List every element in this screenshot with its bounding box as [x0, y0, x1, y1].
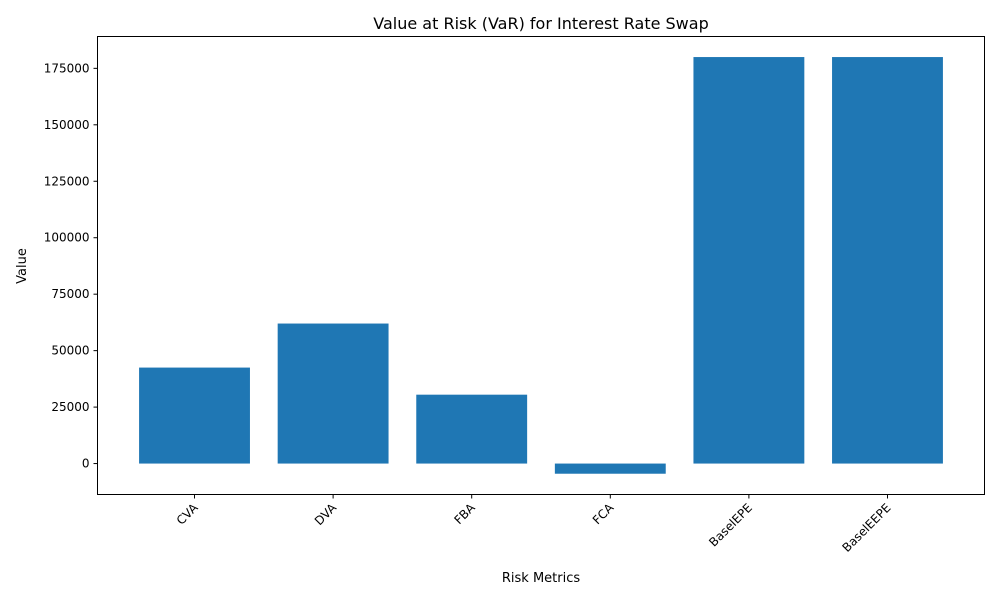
y-tick-label: 50000: [51, 344, 89, 358]
bar-baselepe: [693, 57, 805, 464]
y-axis: 0 25000 50000 75000 100000 125000 150000 175000: [44, 61, 98, 471]
y-axis-label: Value: [15, 248, 30, 284]
y-tick-label: 150000: [44, 118, 90, 132]
x-tick-label: FBA: [451, 500, 478, 527]
bar-fca: [554, 463, 666, 474]
y-tick-label: 25000: [51, 400, 89, 414]
y-tick-label: 125000: [44, 174, 90, 188]
x-tick-label: FCA: [590, 500, 617, 527]
x-tick-label: BaselEPE: [706, 501, 755, 550]
x-tick-label: DVA: [312, 500, 340, 528]
bar-dva: [277, 323, 389, 464]
y-tick-label: 0: [82, 457, 90, 471]
y-tick-label: 175000: [44, 61, 90, 75]
y-tick-label: 75000: [51, 287, 89, 301]
chart-title: Value at Risk (VaR) for Interest Rate Sw…: [373, 14, 708, 33]
y-tick-label: 100000: [44, 231, 90, 245]
bars-group: [139, 57, 943, 474]
bar-fba: [416, 394, 528, 464]
x-axis-label: Risk Metrics: [502, 571, 580, 586]
x-tick-label: BaselEEPE: [839, 501, 893, 555]
plot-frame: [97, 36, 985, 495]
bar-baseleepe: [832, 57, 943, 464]
bar-cva: [139, 367, 250, 464]
x-tick-label: CVA: [174, 500, 201, 527]
x-axis: CVA DVA FBA FCA BaselEPE BaselEEPE: [174, 494, 894, 555]
